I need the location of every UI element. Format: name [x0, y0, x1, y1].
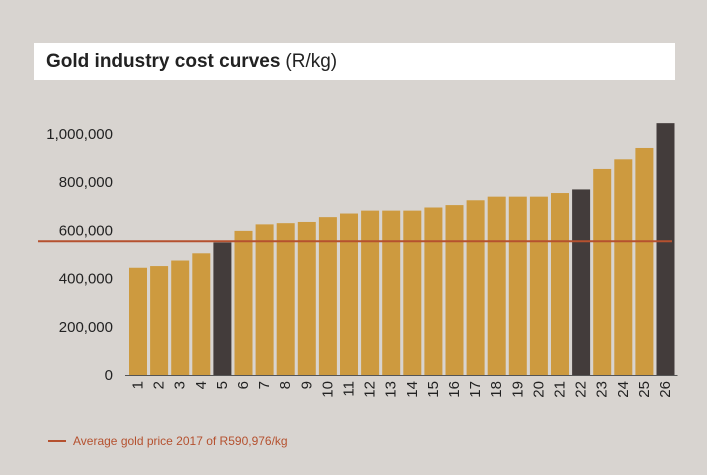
- x-tick-label: 17: [467, 381, 484, 398]
- x-tick-label: 10: [319, 381, 336, 398]
- bar: [445, 205, 464, 375]
- x-tick-label: 24: [615, 381, 632, 398]
- bar: [466, 200, 485, 375]
- bar: [508, 196, 527, 375]
- bar: [529, 196, 548, 375]
- bar: [424, 207, 443, 375]
- x-tick-label: 15: [425, 381, 442, 398]
- bar: [318, 217, 337, 375]
- bar: [340, 213, 358, 375]
- bar: [593, 168, 612, 375]
- x-tick-label: 11: [341, 381, 358, 397]
- bar: [635, 147, 654, 375]
- y-tick-label: 800,000: [59, 174, 113, 191]
- x-tick-label: 19: [509, 381, 526, 398]
- bar: [403, 210, 422, 375]
- x-tick-label: 5: [214, 381, 231, 389]
- chart-title-unit: (R/kg): [285, 50, 338, 72]
- x-tick-label: 18: [488, 381, 505, 398]
- x-tick-label: 2: [151, 381, 168, 389]
- bar: [297, 221, 316, 375]
- bar: [150, 266, 169, 375]
- x-tick-label: 20: [530, 381, 547, 398]
- x-tick-label: 8: [277, 381, 294, 389]
- x-tick-label: 1: [130, 381, 147, 389]
- x-tick-label: 25: [636, 381, 653, 398]
- bar: [192, 253, 211, 375]
- legend: Average gold price 2017 of R590,976/kg: [48, 433, 288, 449]
- bar: [255, 224, 274, 375]
- x-tick-label: 13: [383, 381, 400, 398]
- bar-highlighted: [656, 123, 675, 375]
- x-tick-label: 7: [256, 381, 273, 389]
- bar: [551, 193, 569, 375]
- bar-highlighted: [213, 242, 232, 375]
- y-tick-label: 200,000: [59, 319, 113, 336]
- x-tick-label: 3: [172, 381, 189, 389]
- chart-title: Gold industry cost curves (R/kg): [34, 43, 675, 80]
- legend-label: Average gold price 2017 of R590,976/kg: [73, 434, 288, 448]
- x-tick-label: 9: [298, 381, 315, 389]
- bar: [361, 210, 380, 375]
- x-tick-label: 6: [235, 381, 252, 389]
- chart-title-main: Gold industry cost curves: [46, 50, 281, 72]
- x-tick-label: 26: [657, 381, 674, 398]
- y-tick-label: 1,000,000: [46, 126, 113, 143]
- bar: [234, 230, 253, 375]
- x-tick-label: 14: [404, 381, 421, 398]
- x-tick-label: 21: [552, 381, 569, 398]
- bar: [276, 223, 295, 375]
- x-tick-label: 4: [193, 381, 210, 389]
- y-tick-label: 400,000: [59, 271, 113, 288]
- bar: [171, 260, 190, 375]
- bar: [614, 159, 633, 375]
- bar: [129, 267, 147, 375]
- bar: [487, 196, 506, 375]
- x-tick-label: 16: [446, 381, 463, 398]
- x-tick-label: 22: [573, 381, 590, 398]
- x-tick-label: 12: [362, 381, 379, 398]
- legend-line-swatch: [48, 440, 66, 442]
- y-tick-label: 600,000: [59, 222, 113, 239]
- bar: [382, 210, 401, 375]
- x-tick-label: 23: [594, 381, 611, 398]
- bar-highlighted: [572, 189, 591, 375]
- y-tick-label: 0: [105, 367, 113, 384]
